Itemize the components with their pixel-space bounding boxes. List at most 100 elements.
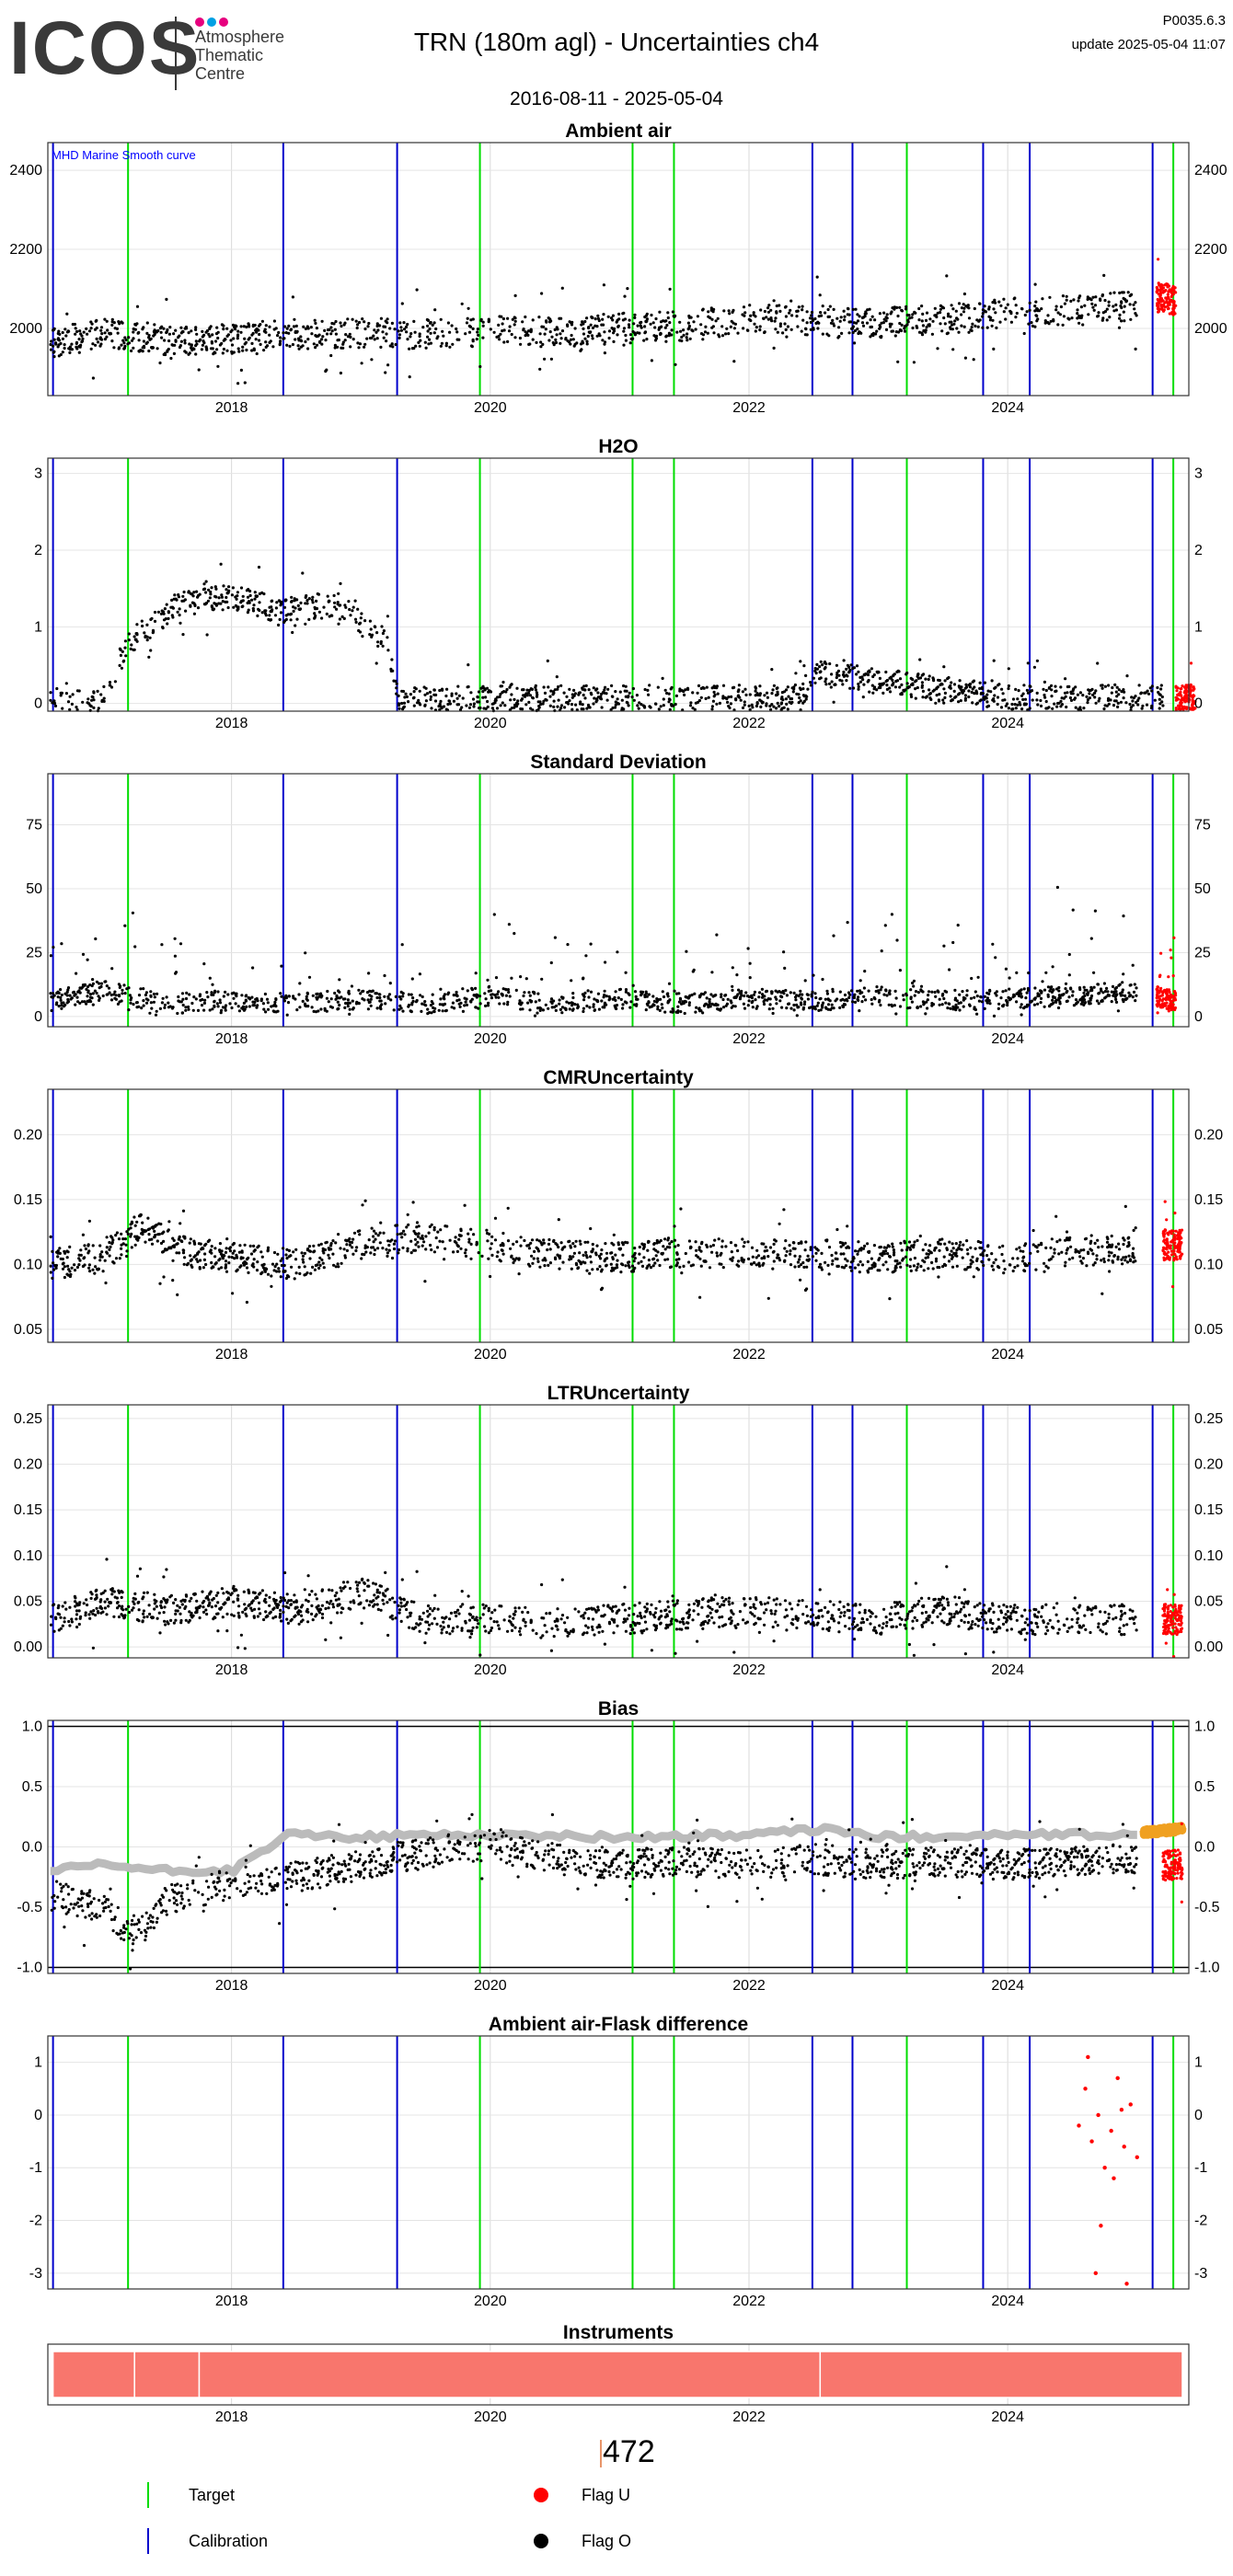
flag-o-point [922,673,926,676]
flag-o-point [644,992,649,995]
flag-o-point [766,306,770,310]
flag-o-point [116,1002,120,1006]
flag-o-point [936,311,939,315]
flag-o-point [1015,311,1019,316]
flag-o-point [461,987,465,991]
flag-o-point [758,328,762,332]
flag-o-point [743,311,747,315]
flag-o-point [1053,702,1056,706]
flag-o-point [526,691,531,695]
flag-o-point [170,1006,174,1010]
flag-o-point [516,699,520,703]
flag-o-point [291,630,294,635]
flag-o-point [769,707,773,711]
flag-o-point [487,1257,490,1260]
flag-o-point [658,1008,662,1012]
flag-o-point [198,995,202,998]
flag-o-point [821,977,824,982]
flag-o-point [789,299,793,303]
flag-o-point [167,1228,170,1232]
flag-o-point [554,340,559,345]
flag-o-point [433,699,438,703]
flag-o-point [1062,315,1066,318]
flag-o-point [426,318,431,322]
flag-o-point [1086,993,1089,996]
flag-o-point [956,924,960,927]
flag-o-point [90,695,94,698]
flag-o-point [767,304,771,307]
flag-u-point [1181,684,1184,688]
flag-o-point [135,639,139,643]
flag-o-point [403,696,407,699]
flag-o-point [893,305,897,309]
flag-o-point [294,338,297,341]
flag-o-point [667,331,672,335]
flag-o-point [476,328,480,331]
flag-o-point [873,685,877,689]
flag-o-point [202,339,205,343]
flag-o-point [316,1263,319,1267]
flag-o-point [463,1004,467,1007]
flag-o-point [570,979,573,983]
flag-o-point [952,683,957,686]
flag-o-point [413,330,417,334]
flag-o-point [1131,995,1135,999]
flag-u-point [1167,1009,1170,1013]
flag-o-point [184,1006,188,1009]
flag-o-point [772,705,776,708]
flag-o-point [336,601,340,604]
flag-o-point [552,1006,557,1009]
flag-o-point [736,331,740,335]
flag-o-point [294,606,297,610]
flag-o-point [1073,696,1077,700]
flag-o-point [434,1236,438,1240]
flag-o-point [202,587,207,591]
flag-o-point [622,327,627,330]
flag-o-point [409,1010,413,1014]
flag-o-point [340,615,344,619]
flag-o-point [225,595,228,600]
flag-o-point [1029,1000,1032,1004]
flag-o-point [266,1007,271,1011]
flag-o-point [1159,684,1163,687]
flag-o-point [1089,996,1092,1000]
flag-o-point [801,305,804,308]
flag-u-point [1159,282,1163,286]
flag-o-point [501,316,506,321]
flag-o-point [1127,1236,1131,1239]
flag-o-point [806,997,811,1001]
flag-o-point [722,309,726,313]
flag-o-point [467,1237,471,1241]
flag-o-point [83,1000,86,1004]
flag-o-point [603,993,606,997]
flag-o-point [1093,1241,1097,1245]
flag-o-point [392,1008,396,1012]
flag-o-point [230,350,234,353]
flag-o-point [1112,992,1116,995]
flag-o-point [1148,686,1152,690]
flag-o-point [1023,702,1027,706]
flag-o-point [748,304,752,307]
flag-o-point [179,942,183,946]
y-tick-label: 50 [1194,881,1211,897]
flag-o-point [1160,700,1164,704]
flag-o-point [149,990,153,994]
flag-o-point [905,682,909,685]
flag-o-point [218,998,222,1002]
flag-o-point [633,316,637,319]
flag-o-point [570,333,573,338]
flag-o-point [768,1246,773,1249]
flag-o-point [622,311,626,315]
flag-o-point [624,990,628,994]
flag-o-point [255,996,259,1001]
flag-o-point [547,1237,551,1242]
flag-o-point [726,700,730,705]
flag-o-point [102,684,106,689]
flag-o-point [621,1006,625,1010]
flag-o-point [176,1011,179,1016]
flag-o-point [236,591,239,594]
flag-o-point [861,696,865,699]
flag-o-point [549,689,553,693]
flag-o-point [789,328,793,331]
flag-o-point [68,351,72,354]
